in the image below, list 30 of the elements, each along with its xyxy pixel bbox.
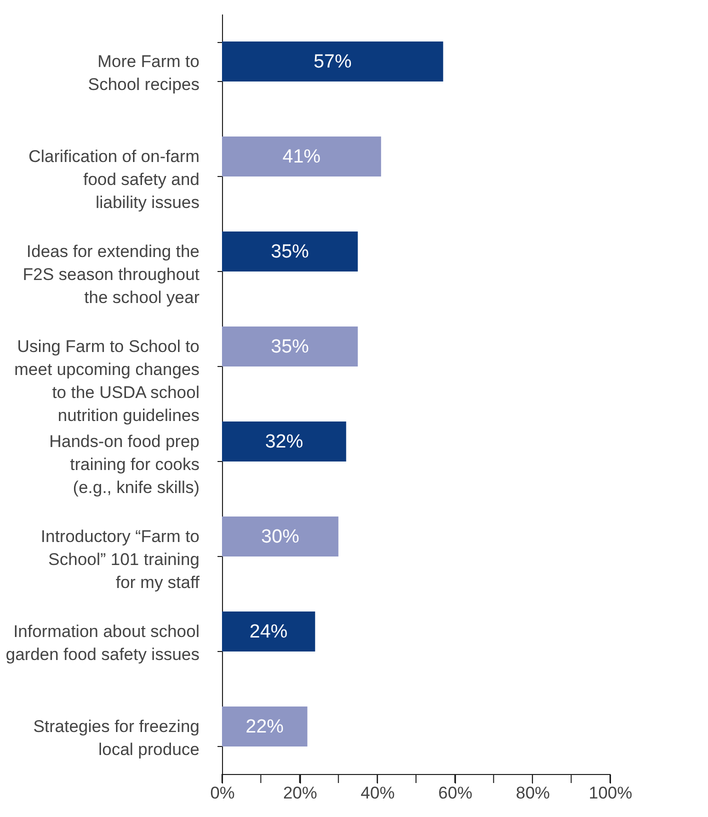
x-tick-label: 40% [360,784,395,802]
x-tick-label: 60% [438,784,472,802]
x-tick-label: 0% [210,784,235,802]
bar [222,612,316,652]
x-tick-label: 20% [283,784,318,802]
bar [222,136,382,176]
y-tick-label: Strategies for freezing local produce [33,717,200,759]
bar [222,422,346,462]
data-label: 57% [314,52,352,72]
x-tick-label: 80% [516,784,550,802]
data-label: 35% [270,336,310,358]
data-label: 22% [246,716,284,738]
data-label: 24% [250,622,288,642]
y-tick-label: Information about school garden food safety issues [6,622,200,664]
y-tick-label: Hands-on food prep training for cooks (e.g., knife skills) [49,432,200,497]
y-tick-label: More Farm to School recipes [88,52,200,94]
y-tick-label: Introductory “Farm to School” 101 training for my staff [40,527,200,592]
data-label: 35% [270,242,310,262]
data-label: 30% [261,526,300,548]
data-label: 32% [265,432,304,452]
x-tick-label: 100% [588,784,632,802]
bar [222,232,358,272]
data-label: 41% [282,146,321,168]
bar [222,706,308,746]
bar [222,516,338,556]
y-tick-label: Using Farm to School to meet upcoming changes to the USDA school nutrition guidelines [14,337,200,425]
bar [222,42,444,82]
bar [222,326,358,366]
y-tick-label: Clarification of on-farm food safety and liability issues [28,147,200,212]
y-tick-label: Ideas for extending the F2S season throughout the school year [22,242,200,307]
